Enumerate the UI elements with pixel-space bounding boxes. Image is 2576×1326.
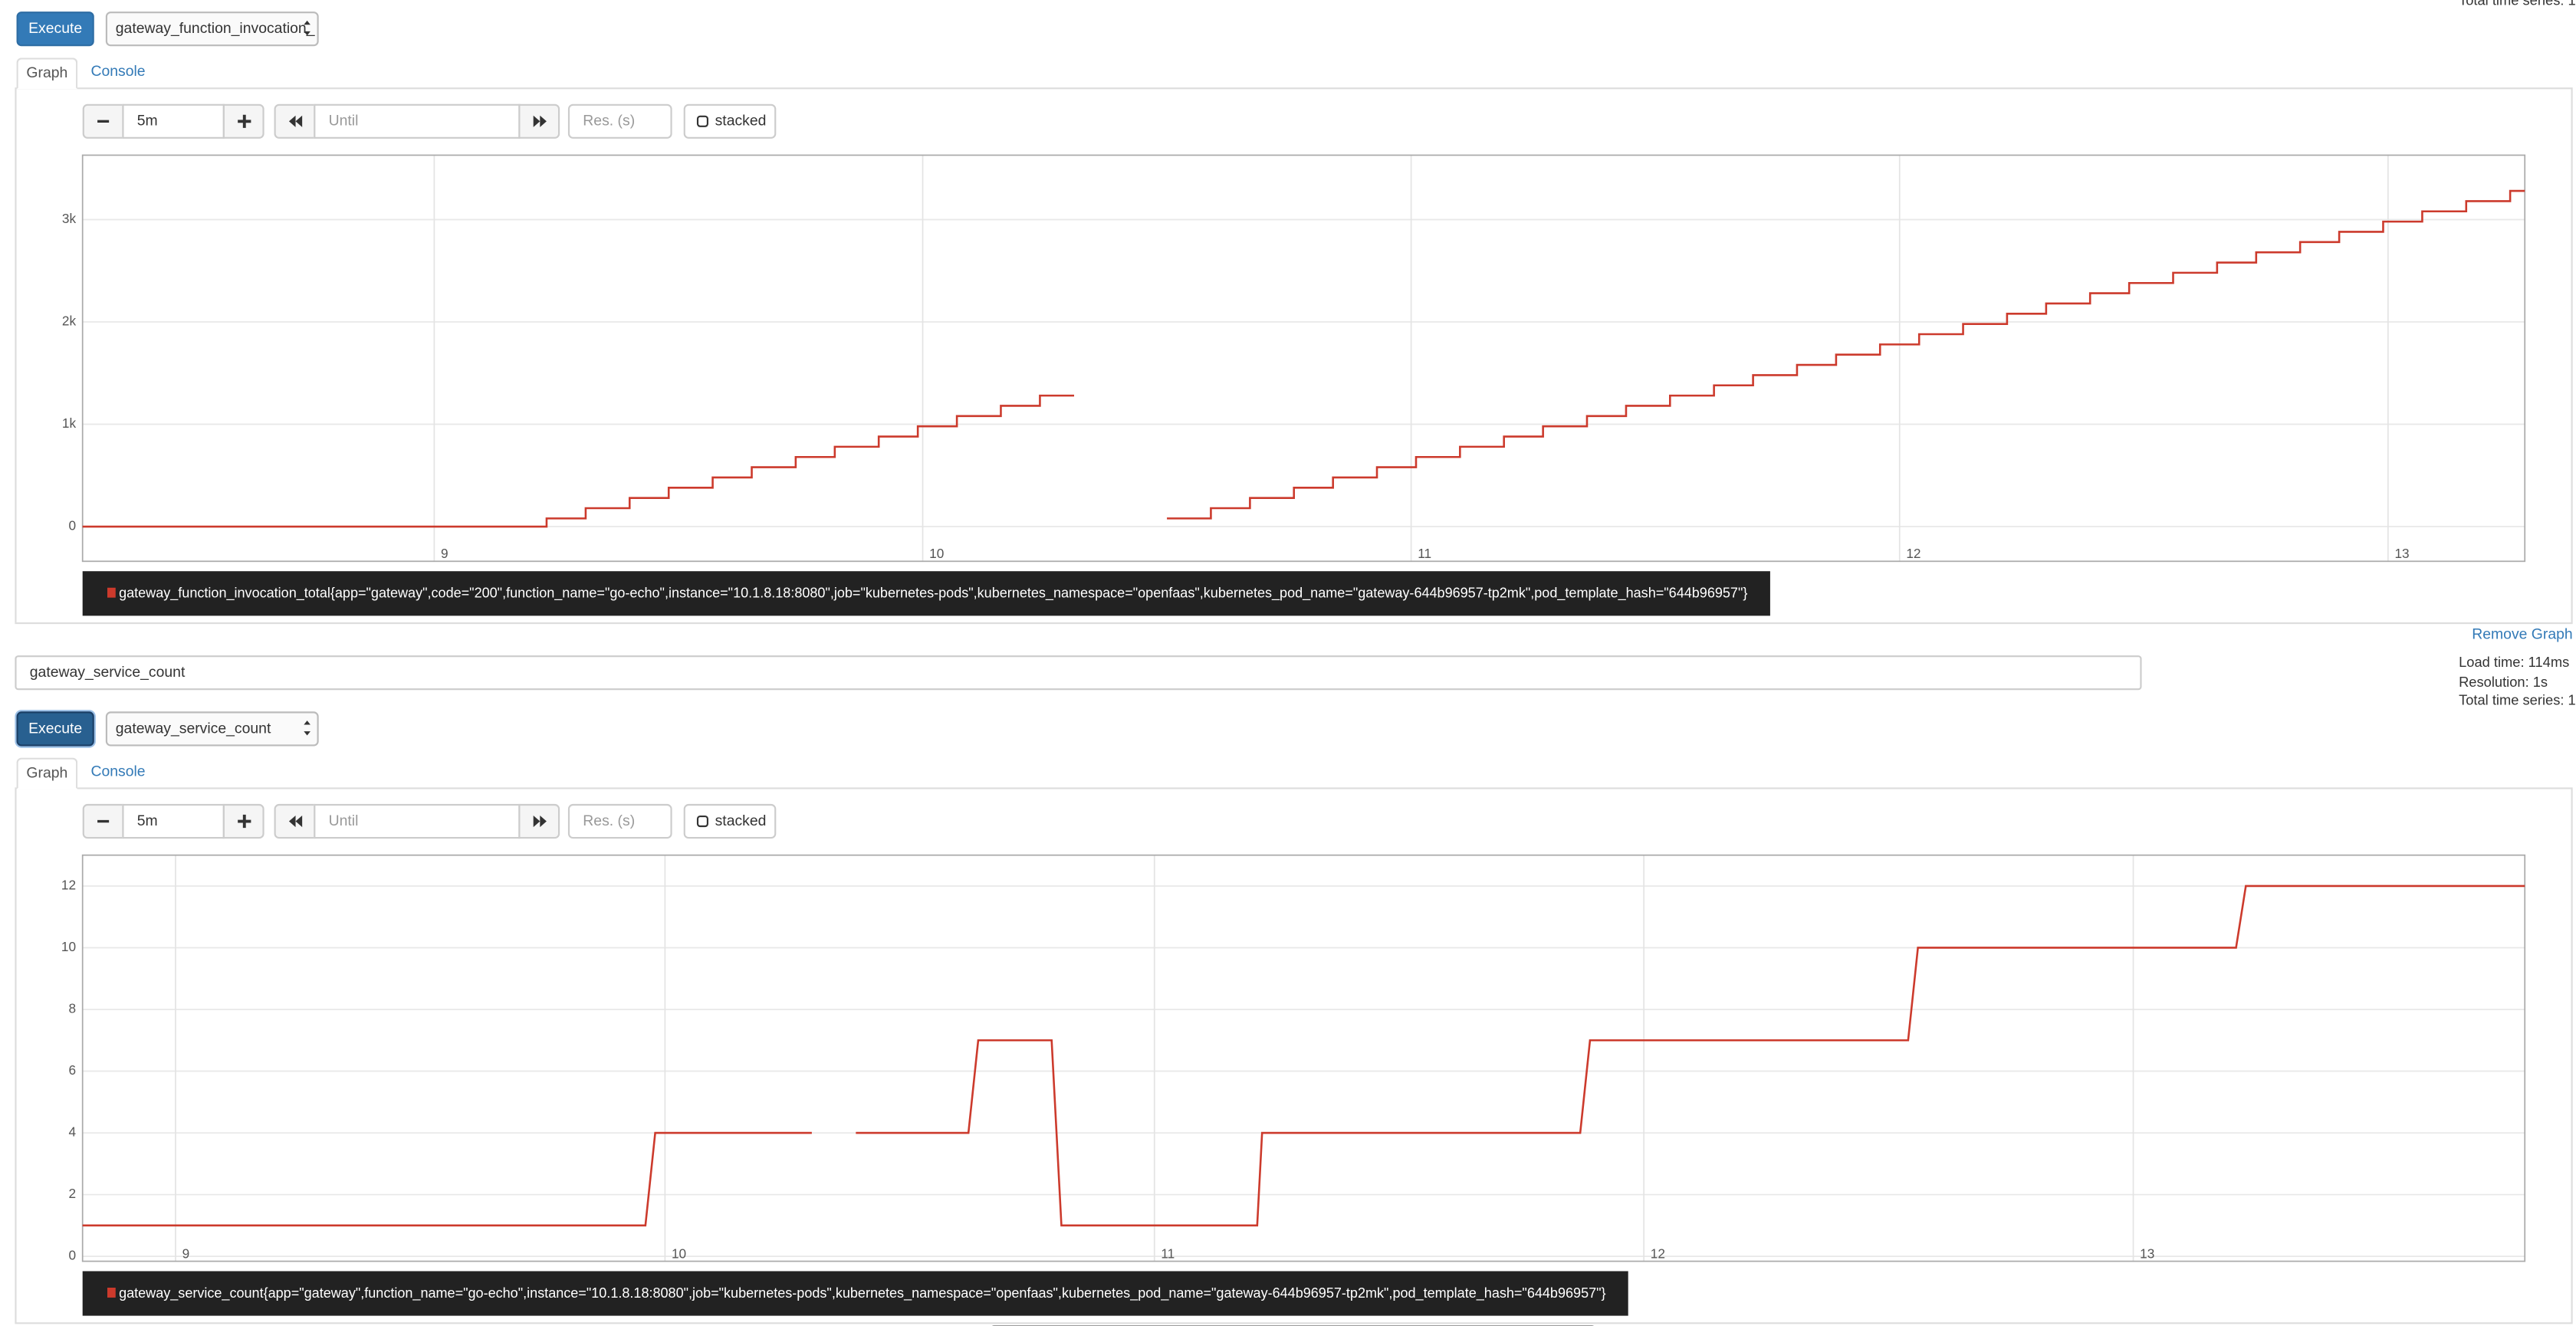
back-icon-glyph [288,815,303,828]
y-tick-label: 2 [68,1186,76,1201]
graph-tab[interactable]: Graph [16,57,78,90]
legend-swatch [107,587,116,598]
x-tick-label: 12 [1651,1246,1665,1261]
select-arrows-glyph [304,20,310,36]
until-input[interactable]: Until [314,803,521,839]
legend: gateway_function_invocation_total{app="g… [82,571,1771,616]
select-arrows [304,20,310,36]
minus-icon [97,819,110,823]
plot-frame [81,854,2526,1262]
minus-icon [97,120,110,123]
x-tick-label: 9 [182,1246,190,1261]
console-tab[interactable]: Console [90,763,146,780]
execute-button[interactable]: Execute [16,11,94,47]
graph-tab[interactable]: Graph [16,757,78,789]
x-tick-label: 13 [2140,1246,2154,1261]
stacked-toggle[interactable]: stacked [683,803,777,839]
until-input[interactable]: Until [314,103,521,139]
back-icon [288,115,303,127]
range-plus-button[interactable] [222,803,264,839]
x-tick-label: 10 [672,1246,686,1261]
y-tick-label: 0 [68,1248,76,1263]
range-input[interactable]: 5m [122,803,225,839]
x-tick-label: 10 [929,546,944,561]
y-tick-label: 1k [62,415,77,431]
time-back-button[interactable] [274,803,316,839]
graph-panel [15,87,2573,625]
range-plus-button[interactable] [222,103,264,139]
y-tick-label: 4 [68,1124,76,1140]
x-tick-label: 13 [2394,546,2409,561]
legend-label: gateway_function_invocation_total{app="g… [119,584,1748,601]
range-input[interactable]: 5m [122,103,225,139]
y-tick-label: 10 [61,939,76,954]
query-stat: Total time series: 1 [2459,0,2576,8]
select-arrows [304,720,310,736]
stacked-checkbox [696,815,708,828]
stacked-checkbox [696,115,708,127]
x-tick-label: 12 [1906,546,1921,561]
query-stat: Resolution: 1s [2459,672,2548,690]
stacked-label: stacked [715,812,767,829]
forward-icon [533,815,547,828]
graph-panel [15,787,2573,1324]
x-tick-label: 9 [441,546,449,561]
resolution-input[interactable]: Res. (s) [567,803,672,839]
expression-input[interactable]: gateway_service_count [15,655,2142,691]
forward-icon-glyph [533,115,547,127]
y-tick-label: 3k [62,211,77,226]
time-forward-button[interactable] [518,103,560,139]
y-tick-label: 8 [68,1001,76,1016]
remove-graph-link[interactable]: Remove Graph [2472,625,2573,642]
y-tick-label: 6 [68,1062,76,1078]
chart: 0 2 4 6 8 10 12 9 10 11 12 13 [61,854,2526,1263]
chart: 0 1k 2k 3k 9 10 11 12 13 [62,154,2526,563]
stacked-toggle[interactable]: stacked [683,103,777,139]
plus-icon [238,114,251,128]
forward-icon [533,115,547,127]
plus-icon-glyph [238,814,251,829]
time-forward-button[interactable] [518,803,560,839]
y-tick-label: 2k [62,313,77,329]
query-stat: Total time series: 1 [2459,691,2576,708]
series-line [82,189,2525,528]
metric-select[interactable]: gateway_service_count [105,711,319,747]
query-stat: Load time: 114ms [2459,653,2570,671]
back-icon-glyph [288,115,303,127]
stacked-label: stacked [715,112,767,129]
select-arrows-glyph [304,720,310,736]
resolution-input[interactable]: Res. (s) [567,103,672,139]
metric-select[interactable]: gateway_function_invocation_ [105,11,319,47]
execute-button[interactable]: Execute [16,711,94,747]
back-icon [288,815,303,828]
y-tick-label: 0 [68,518,76,533]
console-tab[interactable]: Console [90,62,146,80]
legend: gateway_service_count{app="gateway",func… [82,1271,1629,1316]
x-tick-label: 11 [1161,1246,1175,1261]
plus-icon-glyph [238,114,251,128]
range-minus-button[interactable] [82,803,124,839]
plus-icon [238,814,251,829]
legend-label: gateway_service_count{app="gateway",func… [119,1284,1606,1301]
x-tick-label: 11 [1418,546,1431,561]
series-line [82,885,2525,1227]
y-tick-label: 12 [61,878,76,893]
legend-swatch [107,1287,116,1298]
plot-frame [81,154,2526,563]
